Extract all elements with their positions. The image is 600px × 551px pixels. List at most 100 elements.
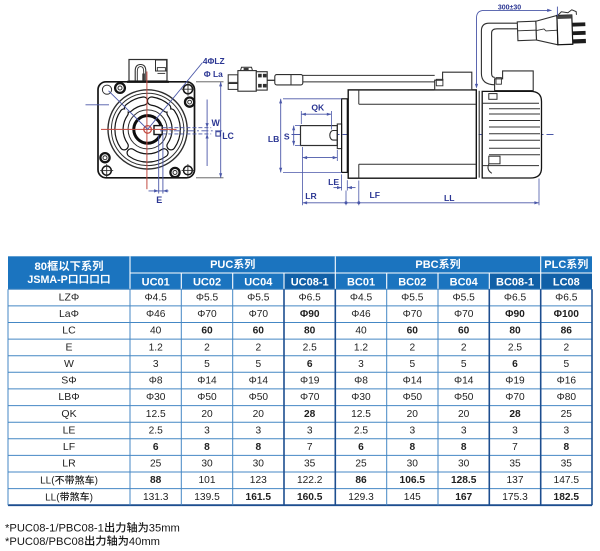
svg-text:5: 5 [563, 359, 569, 370]
svg-text:Φ8: Φ8 [149, 376, 163, 387]
svg-text:182.5: 182.5 [554, 492, 580, 503]
svg-text:PUC: PUC [210, 259, 233, 271]
svg-text:LB: LB [268, 134, 279, 144]
svg-text:25: 25 [150, 459, 162, 470]
svg-text:145: 145 [404, 492, 421, 503]
svg-text:7: 7 [512, 442, 518, 453]
svg-text:LR: LR [305, 191, 317, 201]
svg-text:30: 30 [407, 459, 419, 470]
svg-text:40mm: 40mm [129, 536, 160, 548]
svg-text:QK: QK [311, 103, 325, 113]
svg-text:W: W [212, 118, 221, 128]
svg-text:60: 60 [458, 326, 470, 337]
svg-text:Φ14: Φ14 [249, 376, 269, 387]
svg-text:Φ4.5: Φ4.5 [145, 293, 168, 304]
svg-text:2: 2 [563, 342, 569, 353]
svg-text:Φ70: Φ70 [197, 309, 217, 320]
svg-text:Φ La: Φ La [204, 69, 223, 79]
svg-text:JSMA-P: JSMA-P [27, 274, 67, 286]
svg-text:Φ14: Φ14 [403, 376, 423, 387]
svg-text:1.2: 1.2 [149, 342, 163, 353]
svg-text:175.3: 175.3 [502, 492, 528, 503]
svg-text:4ΦLZ: 4ΦLZ [203, 56, 225, 66]
svg-text:40: 40 [355, 326, 367, 337]
svg-text:Φ5.5: Φ5.5 [196, 293, 219, 304]
svg-text:88: 88 [150, 475, 162, 486]
svg-text:139.5: 139.5 [194, 492, 220, 503]
svg-text:28: 28 [509, 409, 521, 420]
svg-text:E: E [156, 195, 162, 205]
svg-text:123: 123 [250, 475, 267, 486]
svg-text:5: 5 [461, 359, 467, 370]
svg-text:BC01: BC01 [347, 277, 375, 289]
svg-text:Φ46: Φ46 [351, 309, 371, 320]
svg-text:): ) [95, 476, 98, 487]
svg-text:8: 8 [563, 442, 569, 453]
svg-text:Φ5.5: Φ5.5 [453, 293, 476, 304]
svg-text:3: 3 [307, 425, 313, 436]
svg-text:161.5: 161.5 [246, 492, 272, 503]
svg-text:LL: LL [444, 193, 455, 203]
svg-text:LR: LR [62, 458, 76, 470]
svg-text:Φ46: Φ46 [146, 309, 166, 320]
svg-text:147.5: 147.5 [554, 475, 580, 486]
svg-text:Φ80: Φ80 [557, 392, 577, 403]
svg-text:20: 20 [253, 409, 265, 420]
svg-text:BC04: BC04 [450, 277, 479, 289]
svg-text:2: 2 [204, 342, 210, 353]
svg-text:80: 80 [509, 326, 521, 337]
svg-text:Φ70: Φ70 [505, 392, 525, 403]
svg-text:3: 3 [461, 425, 467, 436]
svg-text:2.5: 2.5 [149, 425, 163, 436]
svg-text:Φ50: Φ50 [249, 392, 269, 403]
svg-text:3: 3 [563, 425, 569, 436]
svg-text:Φ5.5: Φ5.5 [401, 293, 424, 304]
svg-text:80: 80 [304, 326, 316, 337]
svg-text:131.3: 131.3 [143, 492, 169, 503]
svg-text:LC: LC [222, 131, 234, 141]
svg-text:*PUC08-1/PBC08-1: *PUC08-1/PBC08-1 [5, 523, 104, 535]
svg-text:UC04: UC04 [244, 277, 273, 289]
svg-text:25: 25 [355, 459, 367, 470]
svg-text:SΦ: SΦ [61, 375, 76, 387]
svg-text:): ) [90, 492, 93, 503]
svg-text:28: 28 [304, 409, 316, 420]
svg-text:Φ90: Φ90 [300, 309, 320, 320]
svg-text:2: 2 [409, 342, 415, 353]
svg-text:60: 60 [407, 326, 419, 337]
svg-text:8: 8 [409, 442, 415, 453]
svg-text:3: 3 [409, 425, 415, 436]
svg-text:2: 2 [461, 342, 467, 353]
svg-text:167: 167 [455, 492, 472, 503]
svg-text:8: 8 [204, 442, 210, 453]
svg-text:86: 86 [561, 326, 573, 337]
svg-text:BC08-1: BC08-1 [496, 277, 534, 289]
svg-text:3: 3 [512, 425, 518, 436]
svg-text:20: 20 [201, 409, 213, 420]
svg-text:60: 60 [253, 326, 265, 337]
svg-text:30: 30 [253, 459, 265, 470]
svg-text:QK: QK [61, 408, 76, 420]
svg-text:5: 5 [204, 359, 210, 370]
svg-text:3: 3 [255, 425, 261, 436]
svg-text:35: 35 [304, 459, 316, 470]
svg-text:Φ6.5: Φ6.5 [555, 293, 578, 304]
svg-text:8: 8 [461, 442, 467, 453]
svg-text:Φ6.5: Φ6.5 [504, 293, 527, 304]
svg-text:6: 6 [307, 359, 313, 370]
svg-text:Φ14: Φ14 [454, 376, 474, 387]
svg-text:PLC: PLC [544, 259, 566, 271]
svg-text:30: 30 [458, 459, 470, 470]
svg-text:6: 6 [512, 359, 518, 370]
svg-text:Φ30: Φ30 [146, 392, 166, 403]
svg-text:Φ70: Φ70 [454, 309, 474, 320]
svg-text:20: 20 [458, 409, 470, 420]
svg-text:80: 80 [35, 261, 48, 273]
svg-text:UC02: UC02 [193, 277, 221, 289]
svg-text:5: 5 [255, 359, 261, 370]
svg-text:LL(: LL( [45, 492, 60, 503]
svg-text:Φ90: Φ90 [505, 309, 525, 320]
svg-text:129.3: 129.3 [348, 492, 374, 503]
svg-text:300±30: 300±30 [498, 4, 521, 11]
svg-text:LBΦ: LBΦ [58, 391, 79, 403]
